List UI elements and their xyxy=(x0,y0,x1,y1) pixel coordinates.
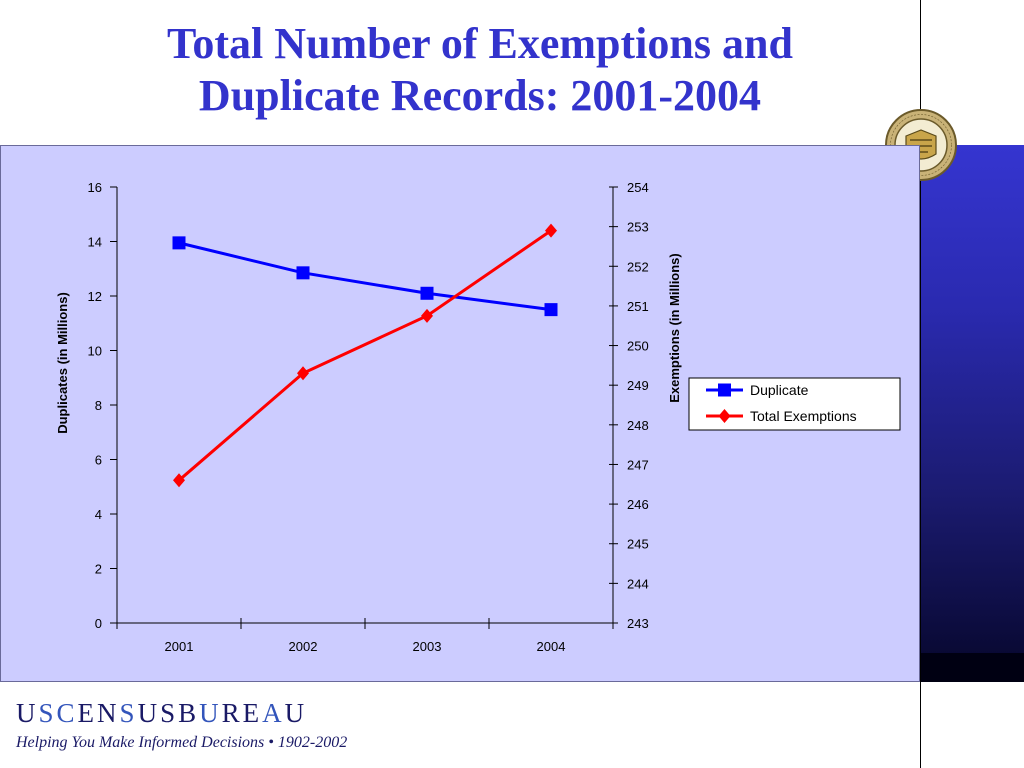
brand-letter: S xyxy=(160,698,179,728)
tagline: Helping You Make Informed Decisions • 19… xyxy=(16,734,348,751)
left-tick-label: 8 xyxy=(95,398,102,413)
chart-panel: 0 2 4 6 8 10 12 14 16 243 244 245 246 247 248 249 250 25… xyxy=(0,145,920,682)
brand-letter: U xyxy=(284,698,308,728)
right-axis: 243 244 245 246 247 248 249 250 251 252 253 254 xyxy=(609,180,649,631)
right-tick-label: 252 xyxy=(627,259,649,274)
brand-letter: E xyxy=(77,698,98,728)
left-tick-label: 16 xyxy=(88,180,102,195)
sidebar-dark-band xyxy=(921,653,1024,682)
total-exemptions-series-line xyxy=(178,229,552,482)
left-axis: 0 2 4 6 8 10 12 14 16 xyxy=(88,180,117,631)
left-tick-label: 0 xyxy=(95,616,102,631)
brand-letter: N xyxy=(97,698,120,728)
right-tick-label: 247 xyxy=(627,457,649,472)
brand-letter: A xyxy=(262,698,285,728)
total-exemptions-point xyxy=(421,308,433,323)
left-tick-label: 6 xyxy=(95,453,102,468)
legend-label-duplicate: Duplicate xyxy=(750,382,809,398)
right-tick-label: 249 xyxy=(627,378,649,393)
sidebar-gradient xyxy=(921,145,1024,682)
legend-marker-duplicate xyxy=(718,383,731,397)
x-tick-label: 2002 xyxy=(289,639,318,654)
right-tick-label: 254 xyxy=(627,180,649,195)
duplicate-point xyxy=(420,286,434,300)
brand-letter: E xyxy=(242,698,263,728)
right-tick-label: 248 xyxy=(627,418,649,433)
x-tick-label: 2003 xyxy=(413,639,442,654)
brand-letter: S xyxy=(119,698,138,728)
right-tick-label: 244 xyxy=(627,576,649,591)
right-tick-label: 246 xyxy=(627,497,649,512)
total-exemptions-point xyxy=(545,223,557,238)
brand-text: USCENSUSBUREAU xyxy=(16,698,307,728)
legend-label-total-exemptions: Total Exemptions xyxy=(750,408,857,424)
right-tick-label: 245 xyxy=(627,537,649,552)
left-tick-label: 12 xyxy=(88,289,102,304)
slide-title: Total Number of Exemptions and Duplicate… xyxy=(0,18,960,122)
title-line-1: Total Number of Exemptions and xyxy=(167,19,793,68)
total-exemptions-point xyxy=(173,473,185,488)
left-tick-label: 4 xyxy=(95,507,102,522)
brand-letter: S xyxy=(38,698,57,728)
brand-letter: U xyxy=(199,698,222,728)
brand-letter: U xyxy=(16,698,39,728)
right-tick-label: 250 xyxy=(627,339,649,354)
brand-letter: U xyxy=(137,698,161,728)
duplicate-series-line xyxy=(178,241,552,312)
x-tick-label: 2004 xyxy=(537,639,566,654)
brand-letter: R xyxy=(221,698,243,728)
legend: Duplicate Total Exemptions xyxy=(688,377,901,431)
census-bureau-wordmark: USCENSUSBUREAU xyxy=(16,698,307,729)
legend-marker-total-exemptions xyxy=(718,409,731,423)
brand-letter: C xyxy=(56,698,78,728)
series-layer xyxy=(172,223,558,488)
left-tick-label: 2 xyxy=(95,562,102,577)
duplicate-point xyxy=(296,266,310,280)
right-axis-label: Exemptions (in Millions) xyxy=(667,253,682,403)
total-exemptions-point xyxy=(297,366,309,381)
left-tick-label: 14 xyxy=(88,235,102,250)
x-tick-label: 2001 xyxy=(165,639,194,654)
duplicate-point xyxy=(172,236,186,250)
right-tick-label: 253 xyxy=(627,220,649,235)
duplicate-point xyxy=(544,303,558,317)
right-tick-label: 243 xyxy=(627,616,649,631)
vertical-divider xyxy=(920,0,921,768)
left-tick-label: 10 xyxy=(88,344,102,359)
brand-letter: B xyxy=(178,698,200,728)
left-axis-label: Duplicates (in Millions) xyxy=(55,292,70,434)
right-tick-label: 251 xyxy=(627,299,649,314)
title-line-2: Duplicate Records: 2001-2004 xyxy=(198,71,762,120)
